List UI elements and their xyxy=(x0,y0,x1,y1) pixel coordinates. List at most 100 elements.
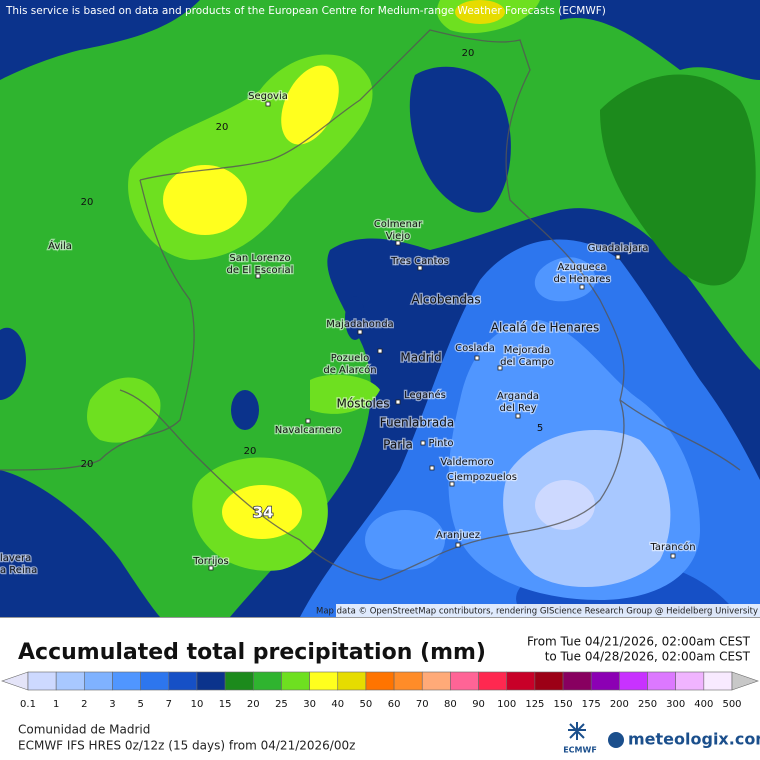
scale-label: 500 xyxy=(722,699,741,710)
place-label: Ciempozuelos xyxy=(447,472,517,483)
place-marker xyxy=(474,355,480,361)
scale-label: 70 xyxy=(416,699,429,710)
place-label: de Alarcón xyxy=(323,364,376,376)
place-label: lavera xyxy=(0,553,31,564)
scale-label: 300 xyxy=(666,699,685,710)
place-marker xyxy=(395,399,401,405)
place-label: Mejorada xyxy=(504,345,550,356)
map: This service is based on data and produc… xyxy=(0,0,760,617)
scale-swatch xyxy=(619,671,648,691)
place-marker xyxy=(455,542,461,548)
scale-label: 40 xyxy=(331,699,344,710)
place-label: Ávila xyxy=(48,239,72,252)
place-marker xyxy=(377,348,383,354)
meteologix-text: meteologix.com xyxy=(628,730,760,749)
place-marker xyxy=(615,254,621,260)
place-label: Aranjuez xyxy=(436,530,480,541)
contour-label: 20 xyxy=(244,446,257,457)
place-label: Torrijos xyxy=(192,556,228,567)
region-name: Comunidad de Madrid xyxy=(18,723,150,737)
scale-swatch xyxy=(393,671,423,691)
map-attribution: Map data © OpenStreetMap contributors, r… xyxy=(316,607,758,617)
scale-label: 100 xyxy=(497,699,516,710)
scale-arrow-high xyxy=(731,671,759,691)
scale-label: 25 xyxy=(275,699,288,710)
place-marker xyxy=(497,365,503,371)
period-from: From Tue 04/21/2026, 02:00am CEST xyxy=(527,635,751,649)
place-label: Majadahonda xyxy=(326,319,393,330)
scale-label: 10 xyxy=(191,699,204,710)
place-label: Leganés xyxy=(404,389,446,401)
place-label: Valdemoro xyxy=(440,457,493,468)
place-marker xyxy=(579,284,585,290)
scale-arrow-low xyxy=(1,671,29,691)
scale-swatch xyxy=(196,671,226,691)
scale-swatch xyxy=(27,671,57,691)
scale-swatch xyxy=(675,671,705,691)
scale-swatch xyxy=(703,671,733,691)
scale-swatch xyxy=(590,671,620,691)
place-marker xyxy=(395,240,401,246)
period-to: to Tue 04/28/2026, 02:00am CEST xyxy=(545,650,751,664)
place-label: Colmenar xyxy=(374,219,423,230)
place-label: Azuqueca xyxy=(558,262,607,273)
scale-label: 175 xyxy=(582,699,601,710)
place-label: de Henares xyxy=(553,274,610,285)
scale-swatch xyxy=(168,671,198,691)
place-label: a Reina xyxy=(0,565,37,576)
scale-swatch xyxy=(84,671,113,691)
scale-label: 125 xyxy=(525,699,544,710)
contour-label: 5 xyxy=(537,423,543,434)
scale-swatch xyxy=(478,671,508,691)
place-label: Móstoles xyxy=(337,397,390,411)
place-marker xyxy=(515,413,521,419)
scale-label: 150 xyxy=(553,699,572,710)
place-marker xyxy=(265,101,271,107)
scale-label: 2 xyxy=(81,699,87,710)
scale-label: 80 xyxy=(444,699,457,710)
color-scale: 0.1 1 2 3 5 7 10 15 20 25 30 40 50 60 70 80 90 100 125 150 1… xyxy=(1,671,759,710)
scale-label: 15 xyxy=(219,699,232,710)
max-value-label: 34 xyxy=(253,504,274,522)
place-label: de El Escorial xyxy=(227,265,294,276)
place-label: Pozuelo xyxy=(331,353,369,364)
contour-label: 20 xyxy=(81,459,94,470)
scale-swatch xyxy=(140,671,170,691)
contour-label: 20 xyxy=(216,122,229,133)
scale-label: 200 xyxy=(610,699,629,710)
place-marker xyxy=(255,273,261,279)
place-label: Tres Cantos xyxy=(390,256,449,267)
scale-swatch xyxy=(647,671,676,691)
place-label: Alcalá de Henares xyxy=(491,321,599,335)
meteologix-logo: meteologix.com xyxy=(608,730,760,749)
scale-label: 0.1 xyxy=(20,699,36,710)
place-label: Coslada xyxy=(455,343,495,354)
place-label: Fuenlabrada xyxy=(380,416,454,430)
place-marker xyxy=(420,440,426,446)
place-label: Pinto xyxy=(429,438,454,449)
model-info: ECMWF IFS HRES 0z/12z (15 days) from 04/… xyxy=(18,739,355,753)
scale-label: 90 xyxy=(472,699,485,710)
scale-swatch xyxy=(112,671,141,691)
scale-swatch xyxy=(421,671,451,691)
contour-label: 20 xyxy=(81,197,94,208)
scale-swatch xyxy=(337,671,367,691)
scale-swatch xyxy=(55,671,85,691)
ecmwf-text: ECMWF xyxy=(563,746,597,755)
scale-swatch xyxy=(450,671,479,691)
scale-swatch xyxy=(534,671,564,691)
scale-label: 3 xyxy=(109,699,115,710)
contour-label: 20 xyxy=(462,48,475,59)
place-label: Arganda xyxy=(497,391,539,402)
scale-swatch xyxy=(365,671,395,691)
place-label: Parla xyxy=(383,438,413,452)
place-label: Alcobendas xyxy=(411,293,480,307)
scale-label: 50 xyxy=(360,699,373,710)
scale-label: 400 xyxy=(694,699,713,710)
place-marker xyxy=(429,465,435,471)
place-marker xyxy=(449,481,455,487)
place-label: Segovia xyxy=(248,91,288,102)
scale-label: 7 xyxy=(166,699,172,710)
legend-title: Accumulated total precipitation (mm) xyxy=(18,640,486,665)
